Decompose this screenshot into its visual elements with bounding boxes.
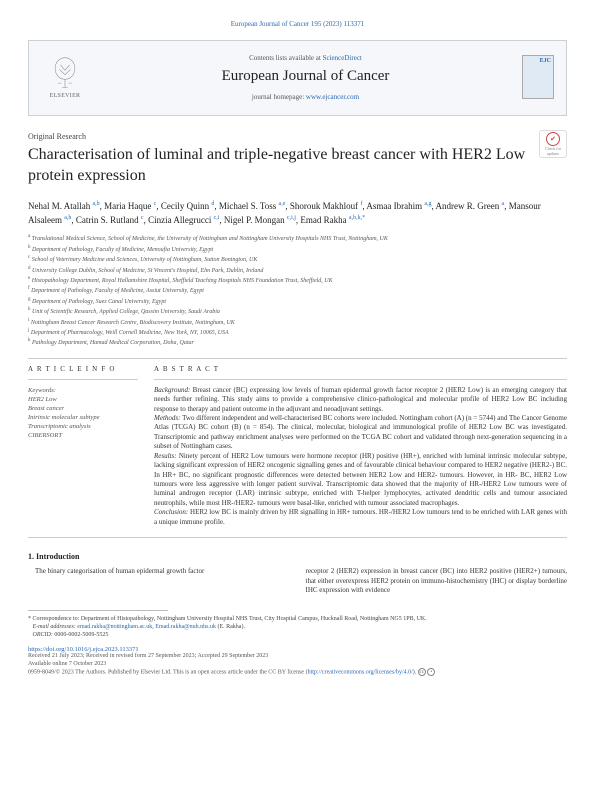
article-info-col: A R T I C L E I N F O Keywords: HER2 Low… (28, 365, 138, 528)
page: European Journal of Cancer 195 (2023) 11… (0, 0, 595, 697)
contents-line: Contents lists available at ScienceDirec… (89, 54, 522, 62)
journal-name: European Journal of Cancer (89, 68, 522, 85)
orcid-line: ORCID: 0000-0002-5009-5525 (28, 631, 567, 639)
affiliation-line: i Nottingham Breast Cancer Research Cent… (28, 317, 567, 327)
methods-label: Methods: (154, 414, 180, 422)
intro-heading: 1. Introduction (28, 552, 567, 561)
publication-info: Received 21 July 2023; Received in revis… (28, 653, 567, 678)
cover-tag: EJC (540, 58, 551, 64)
affiliation-line: a Translational Medical Science, School … (28, 233, 567, 243)
intro-p2: receptor 2 (HER2) expression in breast c… (306, 567, 568, 594)
copyright-suffix: ). (413, 670, 417, 676)
bg-label: Background: (154, 386, 190, 394)
bg-text: Breast cancer (BC) expressing low levels… (154, 386, 567, 413)
article-type: Original Research (28, 132, 567, 141)
author-list: Nehal M. Atallah a,b, Maria Haque c, Cec… (28, 199, 567, 228)
cc-icon: cc (418, 668, 426, 676)
correspondence-line: * Correspondence to: Department of Histo… (28, 615, 567, 623)
elsevier-logo: ELSEVIER (41, 49, 89, 105)
abstract-col: A B S T R A C T Background: Breast cance… (154, 365, 567, 528)
separator (28, 379, 138, 380)
separator (28, 537, 567, 538)
keyword: CIBERSORT (28, 431, 138, 440)
journal-header-box: ELSEVIER Contents lists available at Sci… (28, 40, 567, 116)
results-text: Ninety percent of HER2 Low tumours were … (154, 452, 567, 507)
corr-label: * Correspondence to: (28, 616, 79, 622)
cover-ejc-label: EJC (540, 58, 551, 65)
cc-link[interactable]: http://creativecommons.org/licenses/by/4… (308, 670, 413, 676)
separator (154, 379, 567, 380)
doi-line: https://doi.org/10.1016/j.ejca.2023.1133… (28, 646, 567, 653)
conclusion-text: HER2 low BC is mainly driven by HR signa… (154, 508, 567, 525)
affiliation-line: f Department of Pathology, Faculty of Me… (28, 285, 567, 295)
email-suffix: (E. Rakha). (216, 624, 245, 630)
affiliation-line: e Histopathology Department, Royal Halla… (28, 275, 567, 285)
affiliation-line: d University College Dublin, School of M… (28, 265, 567, 275)
check-icon (546, 132, 560, 146)
running-header: European Journal of Cancer 195 (2023) 11… (28, 20, 567, 28)
copyright-line: 0959-8049/© 2023 The Authors. Published … (28, 668, 567, 677)
separator (28, 358, 567, 359)
keyword: Transcriptomic analysis (28, 422, 138, 431)
by-icon: • (427, 668, 435, 676)
orcid-label: ORCID: (33, 632, 55, 638)
journal-cover-thumb: EJC (522, 55, 554, 99)
check-updates-badge[interactable]: Check for updates (539, 130, 567, 158)
intro-columns: The binary categorisation of human epide… (28, 567, 567, 595)
keyword: Intrinsic molecular subtype (28, 413, 138, 422)
affiliation-line: b Department of Pathology, Faculty of Me… (28, 244, 567, 254)
received-line: Received 21 July 2023; Received in revis… (28, 653, 567, 661)
keywords-label: Keywords: (28, 386, 138, 395)
doi-link[interactable]: https://doi.org/10.1016/j.ejca.2023.1133… (28, 646, 139, 653)
corr-text: Department of Histopathology, Nottingham… (79, 616, 426, 622)
footnote-separator (28, 610, 168, 611)
email-label: E-mail addresses: (33, 624, 78, 630)
elsevier-label: ELSEVIER (50, 93, 81, 99)
article-info-head: A R T I C L E I N F O (28, 365, 138, 373)
conclusion-label: Conclusion: (154, 508, 188, 516)
check-text-2: updates (547, 152, 559, 156)
copyright-prefix: 0959-8049/© 2023 The Authors. Published … (28, 670, 308, 676)
methods-text: Two different independent and well-chara… (154, 414, 567, 450)
info-abstract-row: A R T I C L E I N F O Keywords: HER2 Low… (28, 365, 567, 528)
article-title: Characterisation of luminal and triple-n… (28, 145, 567, 187)
affiliation-line: j Department of Pharmacology, Weill Corn… (28, 327, 567, 337)
homepage-link[interactable]: www.ejcancer.com (306, 93, 359, 101)
intro-col-1: The binary categorisation of human epide… (28, 567, 290, 595)
footnotes: * Correspondence to: Department of Histo… (28, 615, 567, 640)
homepage-prefix: journal homepage: (252, 93, 306, 101)
contents-prefix: Contents lists available at (249, 54, 323, 62)
keyword: Breast cancer (28, 404, 138, 413)
keywords-block: Keywords: HER2 LowBreast cancerIntrinsic… (28, 386, 138, 441)
affiliation-line: c School of Veterinary Medicine and Scie… (28, 254, 567, 264)
abstract-head: A B S T R A C T (154, 365, 567, 373)
available-line: Available online 7 October 2023 (28, 661, 567, 669)
email-line: E-mail addresses: emad.rakha@nottingham.… (28, 623, 567, 631)
intro-p1: The binary categorisation of human epide… (28, 567, 290, 576)
keyword: HER2 Low (28, 395, 138, 404)
email-link-2[interactable]: Emad.rakha@nuh.nhs.uk (155, 624, 216, 630)
elsevier-tree-icon (47, 55, 83, 91)
journal-center: Contents lists available at ScienceDirec… (89, 54, 522, 101)
email-link-1[interactable]: emad.rakha@nottingham.ac.uk (77, 624, 152, 630)
abstract-body: Background: Breast cancer (BC) expressin… (154, 386, 567, 528)
affiliation-line: k Pathology Department, Hamad Medical Co… (28, 337, 567, 347)
affiliations: a Translational Medical Science, School … (28, 233, 567, 347)
results-label: Results: (154, 452, 177, 460)
orcid-value: 0000-0002-5009-5525 (54, 632, 108, 638)
affiliation-line: g Department of Pathology, Suez Canal Un… (28, 296, 567, 306)
affiliation-line: h Unit of Scientific Research, Applied C… (28, 306, 567, 316)
homepage-line: journal homepage: www.ejcancer.com (89, 93, 522, 101)
sciencedirect-link[interactable]: ScienceDirect (323, 54, 362, 62)
intro-col-2: receptor 2 (HER2) expression in breast c… (306, 567, 568, 595)
